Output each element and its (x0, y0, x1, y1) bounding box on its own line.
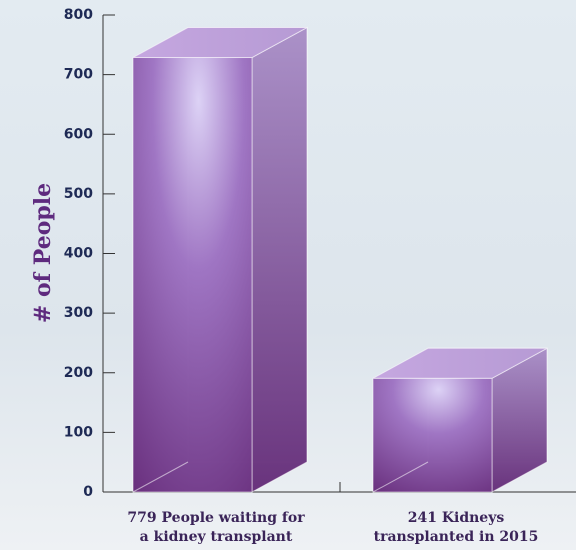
x-tick-label: 241 Kidneys (408, 510, 505, 526)
bar-top (132, 27, 308, 59)
bar-edge (372, 461, 429, 493)
bar (132, 26, 308, 493)
x-tick-label: transplanted in 2015 (374, 529, 539, 545)
y-axis-label: # of People (30, 183, 56, 323)
y-tick-label: 800 (64, 7, 93, 23)
y-tick-label: 700 (64, 67, 93, 83)
x-tick-label: 779 People waiting for (127, 510, 305, 526)
y-tick-label: 600 (64, 126, 93, 142)
y-tick-label: 100 (64, 424, 93, 440)
bar-front (132, 57, 253, 493)
y-tick-label: 0 (83, 484, 93, 500)
bar-top (372, 347, 548, 379)
bar (372, 347, 548, 493)
x-tick-label: a kidney transplant (140, 529, 293, 545)
y-tick-label: 300 (64, 305, 93, 321)
y-tick-label: 500 (64, 186, 93, 202)
bar-side (251, 26, 308, 493)
bar-front (372, 377, 493, 493)
bar-edge (132, 461, 189, 493)
y-tick-label: 200 (64, 365, 93, 381)
y-tick-label: 400 (64, 246, 93, 262)
